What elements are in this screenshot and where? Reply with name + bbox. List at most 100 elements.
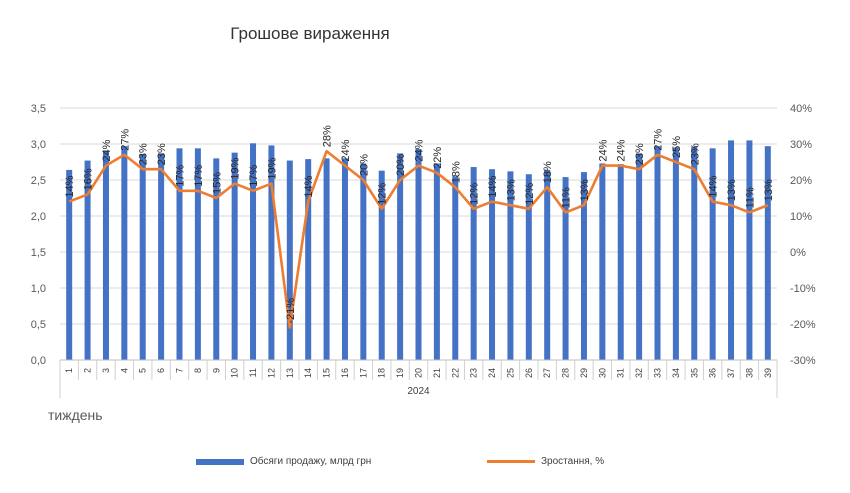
y-right-tick-label: 10% [790,211,812,223]
data-label: 20% [358,154,370,176]
x-tick-label: 17 [358,368,368,378]
data-label: 25% [671,136,683,158]
data-label: 17% [175,165,187,187]
bar [268,145,275,360]
data-label: 24% [101,139,113,161]
legend-swatch-line [487,460,535,463]
x-tick-label: 20 [414,368,424,378]
x-tick-label: 18 [377,368,387,378]
y-left-tick-label: 2,5 [31,175,46,187]
bar [525,174,532,360]
data-label: 23% [156,143,168,165]
bar [415,149,422,360]
bar [452,176,459,360]
data-label: 24% [340,139,352,161]
data-label: 19% [230,157,242,179]
x-tick-label: 2 [83,368,93,373]
y-left-tick-label: 3,0 [31,139,46,151]
data-label: 12% [469,183,481,205]
bar [580,172,587,360]
data-label: 14% [708,175,720,197]
data-label: 24% [414,139,426,161]
x-tick-label: 12 [266,368,276,378]
data-label: 18% [450,161,462,183]
data-label: 12% [377,183,389,205]
bar [176,148,183,360]
y-left-tick-label: 1,5 [31,247,46,259]
bar [341,158,348,360]
bar [250,143,257,360]
y-right-tick-label: -10% [790,283,816,295]
x-tick-label: 14 [303,368,313,378]
data-label: 23% [634,143,646,165]
legend-label-growth: Зростання, % [541,456,605,467]
x-tick-label: 7 [175,368,185,373]
x-tick-label: 9 [211,368,221,373]
x-tick-label: 10 [230,368,240,378]
data-label: 11% [744,187,756,208]
growth-line [68,149,769,329]
x-group-label: 2024 [407,386,430,397]
x-tick-label: 27 [542,368,552,378]
data-labels: 14% 16% 24% 27% 23% 23% 17% 17% 15% 19% 17% 19% -21%… [64,125,775,324]
chart-title: Грошове вираження [230,24,390,43]
legend-label-sales: Обсяги продажу, млрд грн [250,456,372,467]
data-label: 23% [689,143,701,165]
data-label: 17% [248,165,260,187]
y-left-tick-label: 2,0 [31,211,46,223]
data-label: 18% [542,161,554,183]
x-tick-label: 23 [469,368,479,378]
bar [158,153,165,360]
data-label: 11% [561,187,573,208]
y-left-tick-label: 0,0 [31,355,46,367]
x-tick-label: 16 [340,368,350,378]
data-label: 13% [505,179,517,201]
legend-swatch-bar [196,458,244,465]
x-tick-label: 25 [505,368,515,378]
bar [433,163,440,360]
x-tick-label: 35 [689,368,699,378]
x-tick-label: 24 [487,368,497,378]
bar [672,147,679,360]
x-tick-label: 21 [432,368,442,378]
bar [360,163,367,360]
data-label: 28% [322,125,334,147]
x-tick-label: 13 [285,368,295,378]
bar [709,148,716,360]
bar [507,171,514,360]
bar [544,169,551,360]
x-tick-label: 32 [634,368,644,378]
x-tick-label: 8 [193,368,203,373]
bar [213,158,220,360]
legend-item-sales: Обсяги продажу, млрд грн [196,456,371,467]
bar [66,169,73,360]
bar [84,160,91,360]
bar [728,140,735,360]
data-label: 14% [64,175,76,197]
data-label: 13% [726,179,738,201]
y-left-tick-label: 3,5 [31,103,46,115]
data-label: 22% [432,147,444,169]
data-label: 24% [616,139,628,161]
data-label: 13% [579,179,591,201]
x-tick-label: 33 [653,368,663,378]
bar [139,154,146,360]
x-tick-label: 29 [579,368,589,378]
data-label: 13% [763,179,775,201]
x-tick-label: 36 [708,368,718,378]
bar [231,152,238,360]
bar [378,170,385,360]
bar-series [66,140,771,360]
bar [286,160,293,360]
x-tick-label: 3 [101,368,111,373]
bar [617,164,624,360]
x-tick-label: 37 [726,368,736,378]
bar [470,167,477,360]
y-right-tick-label: 20% [790,175,812,187]
bar [764,146,771,360]
x-tick-label: 1 [64,368,74,373]
bar [746,140,753,360]
bar [305,159,312,360]
data-label: 27% [653,129,665,151]
